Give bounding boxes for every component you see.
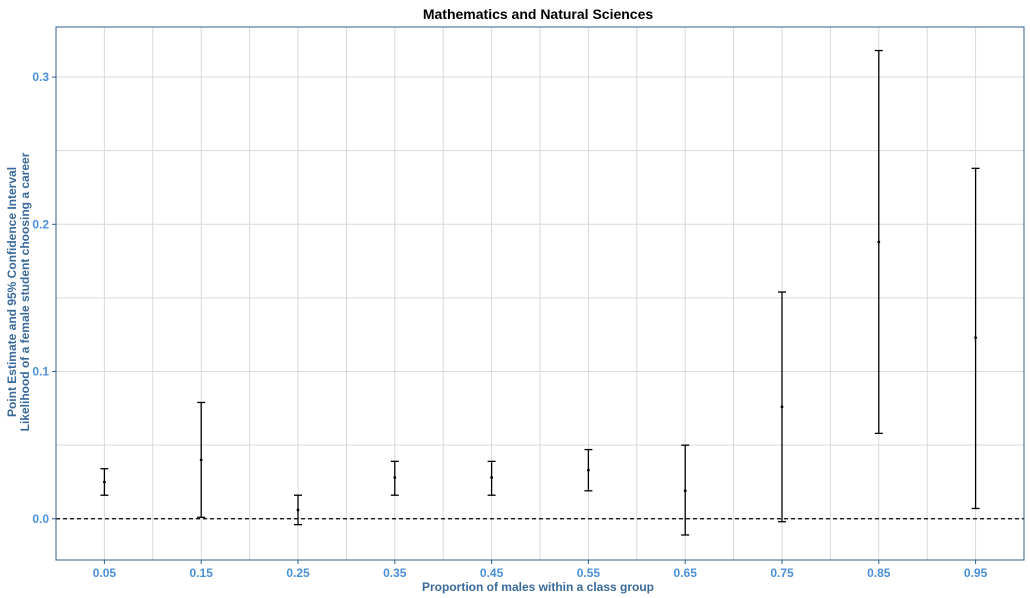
- x-tick-label: 0.95: [964, 566, 988, 580]
- error-bar: [874, 49, 883, 435]
- error-bar: [584, 448, 593, 492]
- point-estimate: [877, 240, 881, 244]
- y-axis-label: Point Estimate and 95% Confidence Interv…: [5, 152, 32, 431]
- x-axis-ticks: 0.05 0.15 0.25 0.35 0.45 0.55 0.65 0.75 0.85 0.95: [93, 560, 988, 580]
- x-axis-label: Proportion of males within a class group: [422, 580, 654, 594]
- point-estimate: [490, 476, 493, 479]
- y-axis-label-line1: Point Estimate and 95% Confidence Interv…: [5, 167, 19, 417]
- point-estimate: [393, 476, 397, 479]
- x-tick-label: 0.45: [480, 566, 504, 580]
- error-bar: [100, 468, 109, 496]
- error-bar: [197, 401, 206, 518]
- point-estimate: [296, 508, 300, 512]
- y-tick-label: 0.3: [32, 70, 49, 84]
- panel-border: [55, 26, 1025, 561]
- y-axis-label-line2: Likelihood of a female student choosing …: [18, 152, 32, 431]
- x-tick-label: 0.85: [867, 566, 891, 580]
- x-tick-label: 0.15: [190, 566, 214, 580]
- y-axis-ticks: 0.0 0.1 0.2 0.3: [32, 70, 56, 526]
- y-tick-label: 0.1: [32, 365, 49, 379]
- error-bar: [778, 291, 786, 523]
- point-estimate: [683, 489, 687, 493]
- error-bar: [971, 167, 980, 510]
- error-bars: [100, 49, 980, 536]
- x-tick-label: 0.55: [577, 566, 601, 580]
- point-estimate: [587, 468, 590, 472]
- y-tick-label: 0.0: [32, 512, 49, 526]
- x-tick-label: 0.35: [383, 566, 407, 580]
- x-tick-label: 0.05: [93, 566, 117, 580]
- error-bar: [681, 444, 690, 536]
- error-bar: [294, 494, 302, 526]
- point-estimate: [103, 480, 106, 484]
- error-bar: [390, 460, 399, 496]
- chart-title: Mathematics and Natural Sciences: [423, 6, 654, 22]
- x-tick-label: 0.65: [674, 566, 698, 580]
- x-tick-label: 0.25: [286, 566, 310, 580]
- x-tick-label: 0.75: [770, 566, 794, 580]
- point-estimate: [199, 458, 203, 462]
- point-estimate: [780, 405, 784, 409]
- point-estimate: [974, 336, 977, 340]
- error-bar: [487, 460, 496, 496]
- grid: [56, 27, 1024, 560]
- y-tick-label: 0.2: [32, 217, 49, 231]
